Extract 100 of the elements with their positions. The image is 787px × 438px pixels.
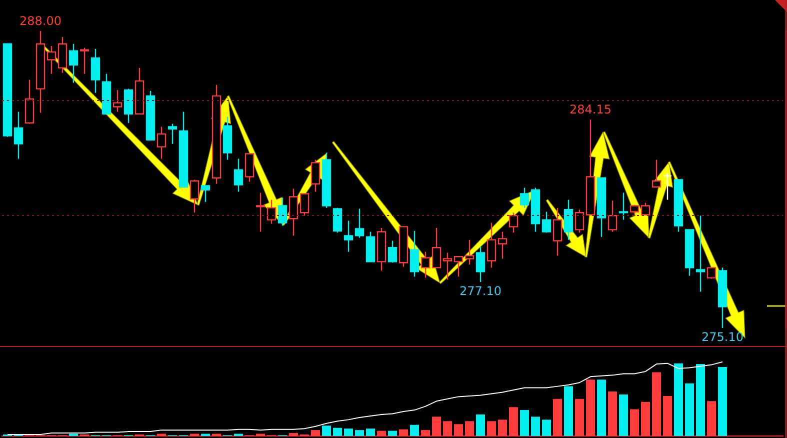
candlestick xyxy=(596,177,606,238)
candlestick xyxy=(388,240,398,264)
candlestick xyxy=(300,193,310,216)
bar xyxy=(608,392,617,436)
candlestick xyxy=(674,179,684,232)
candlestick xyxy=(630,204,640,216)
candlestick xyxy=(36,30,46,114)
bar xyxy=(509,407,518,436)
candlestick xyxy=(608,200,618,232)
candlestick xyxy=(2,43,12,138)
bar xyxy=(685,383,694,436)
candlestick xyxy=(310,159,320,192)
bar xyxy=(487,421,496,436)
candlestick xyxy=(552,207,562,256)
candlestick xyxy=(222,116,232,160)
bar xyxy=(520,410,529,436)
candlestick xyxy=(156,126,166,160)
annotation: 288.00 xyxy=(20,14,62,28)
candlestick xyxy=(124,88,134,124)
bar xyxy=(366,428,375,436)
candlestick xyxy=(410,230,420,278)
candlestick xyxy=(640,202,650,216)
candlestick xyxy=(652,159,662,188)
candlestick xyxy=(376,227,386,272)
candlestick xyxy=(366,231,376,262)
candlestick xyxy=(442,252,452,280)
candlestick xyxy=(618,192,628,220)
candlestick xyxy=(354,208,364,238)
bar xyxy=(498,420,507,436)
bar xyxy=(410,424,419,436)
bar xyxy=(641,402,650,436)
candlestick xyxy=(212,84,222,184)
bar xyxy=(322,426,331,436)
candlestick xyxy=(398,226,408,268)
candlestick xyxy=(564,199,574,240)
candlestick xyxy=(476,246,486,283)
candlestick xyxy=(146,90,156,140)
candlestick xyxy=(322,152,332,208)
candlestick xyxy=(234,158,244,192)
bar xyxy=(663,396,672,436)
candlestick xyxy=(464,239,474,266)
candlestick xyxy=(68,43,78,84)
bar xyxy=(575,398,584,436)
bar xyxy=(619,394,628,436)
candlestick xyxy=(454,256,464,278)
candlestick xyxy=(266,199,276,224)
annotation: 277.10 xyxy=(460,284,502,298)
annotation: 284.15 xyxy=(570,102,612,117)
bar xyxy=(597,380,606,436)
candlestick xyxy=(24,79,34,124)
bar xyxy=(465,421,474,436)
bar xyxy=(630,409,639,436)
candlestick xyxy=(684,229,694,276)
candlestick xyxy=(14,111,24,160)
annotation: 275.10 xyxy=(702,330,744,344)
candlestick xyxy=(432,227,442,268)
bar xyxy=(443,421,452,436)
candlestick xyxy=(486,222,496,268)
bar xyxy=(388,430,397,436)
bar xyxy=(421,430,430,436)
candlestick xyxy=(574,209,584,234)
bar xyxy=(454,424,463,436)
candlestick xyxy=(420,251,430,278)
candlestick xyxy=(190,179,200,214)
bar xyxy=(476,414,485,436)
bar xyxy=(696,364,705,436)
candlestick xyxy=(542,211,552,234)
candlestick xyxy=(530,187,540,232)
bar xyxy=(674,363,683,436)
candlestick xyxy=(90,48,100,94)
candlestick xyxy=(102,73,112,116)
candlestick xyxy=(244,153,254,182)
bar xyxy=(564,386,573,436)
candlestick xyxy=(200,185,210,202)
bar xyxy=(718,367,727,436)
candlestick xyxy=(332,207,342,234)
bar xyxy=(542,420,551,436)
candlestick xyxy=(178,111,188,188)
bar xyxy=(399,429,408,436)
bar xyxy=(311,430,320,436)
candlestick xyxy=(508,212,518,234)
candlestick xyxy=(46,45,56,74)
bar xyxy=(553,398,562,436)
candlestick xyxy=(662,172,672,200)
candlestick xyxy=(80,47,90,74)
bar xyxy=(289,433,298,436)
candlestick xyxy=(58,36,68,74)
candlestick xyxy=(706,267,716,280)
bar xyxy=(707,401,716,436)
candlestick xyxy=(134,67,144,114)
bar xyxy=(432,416,441,436)
candlestick xyxy=(586,119,596,216)
candlestick xyxy=(288,188,298,236)
candlestick xyxy=(718,267,728,329)
candlestick xyxy=(498,231,508,260)
candlestick xyxy=(168,123,178,144)
bar xyxy=(652,372,661,436)
bar xyxy=(355,430,364,436)
candlestick xyxy=(696,215,706,292)
candlestick xyxy=(520,187,530,208)
